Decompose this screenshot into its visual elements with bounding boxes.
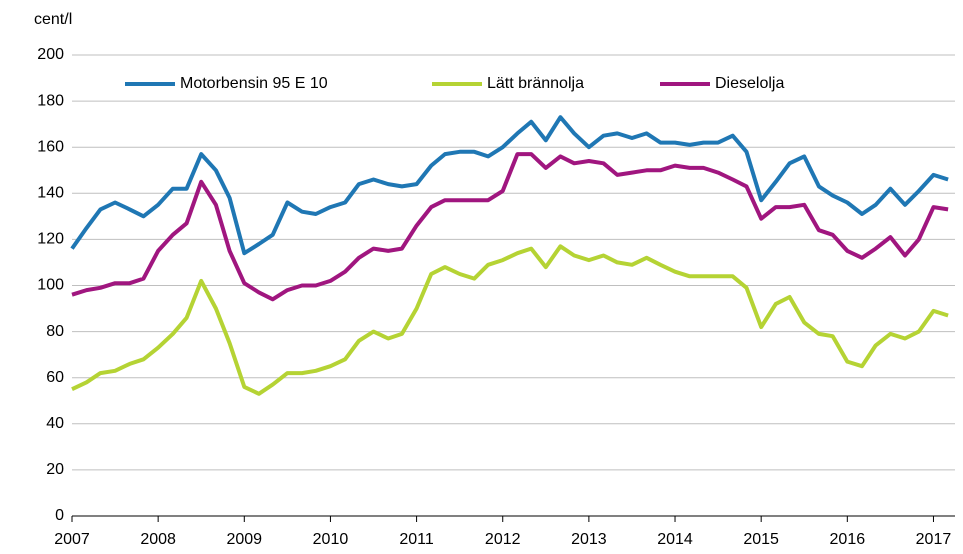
y-tick-label: 140	[37, 185, 64, 202]
legend-label: Dieselolja	[715, 75, 784, 92]
y-tick-label: 160	[37, 138, 64, 155]
y-tick-label: 120	[37, 231, 64, 248]
y-tick-label: 40	[46, 415, 64, 432]
y-tick-label: 200	[37, 46, 64, 63]
x-tick-label: 2012	[485, 531, 521, 548]
y-tick-label: 60	[46, 369, 64, 386]
x-tick-label: 2014	[657, 531, 693, 548]
legend-label: Lätt brännolja	[487, 75, 584, 92]
x-tick-label: 2017	[916, 531, 952, 548]
legend-label: Motorbensin 95 E 10	[180, 75, 328, 92]
y-tick-label: 80	[46, 323, 64, 340]
x-tick-label: 2016	[830, 531, 866, 548]
x-tick-label: 2010	[313, 531, 349, 548]
y-tick-label: 180	[37, 92, 64, 109]
series-line	[71, 152, 949, 302]
x-tick-label: 2009	[226, 531, 262, 548]
y-tick-label: 20	[46, 461, 64, 478]
x-tick-label: 2015	[743, 531, 779, 548]
x-tick-label: 2007	[54, 531, 90, 548]
x-tick-label: 2013	[571, 531, 607, 548]
x-tick-label: 2008	[140, 531, 176, 548]
y-axis-label: cent/l	[34, 11, 72, 28]
y-tick-label: 0	[55, 507, 64, 524]
x-tick-label: 2011	[399, 531, 434, 548]
y-tick-label: 100	[37, 277, 64, 294]
series-line	[71, 244, 949, 396]
series-line	[70, 115, 949, 256]
